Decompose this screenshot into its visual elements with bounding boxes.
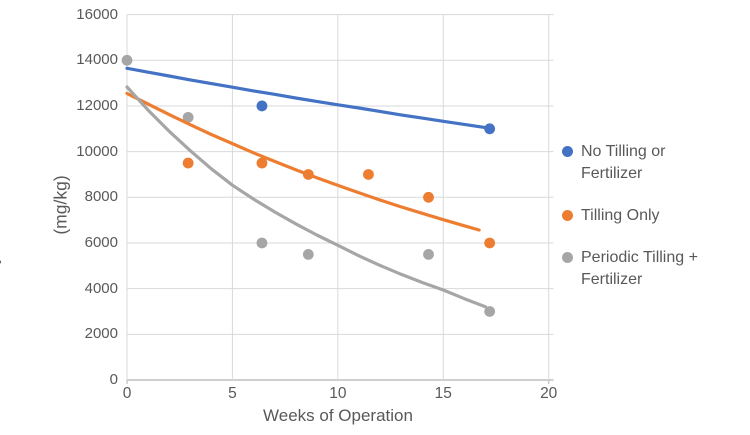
scatter-point-series-2 bbox=[484, 306, 496, 317]
legend-label: Tilling Only bbox=[581, 207, 660, 224]
scatter-point-series-1 bbox=[256, 157, 268, 169]
legend-item-no-tilling: No Tilling or Fertilizer bbox=[562, 141, 748, 185]
scatter-point-series-0 bbox=[256, 100, 268, 112]
scatter-point-series-2 bbox=[182, 111, 194, 123]
chart-legend: No Tilling or Fertilizer Tilling Only Pe… bbox=[562, 141, 748, 291]
scatter-point-series-1 bbox=[302, 169, 314, 180]
y-axis-title-line1: Petroleum Hydrocarbon Concentrations bbox=[0, 49, 4, 361]
trendline-series-2 bbox=[125, 85, 487, 309]
scatter-point-series-2 bbox=[302, 248, 314, 260]
y-tick-label: 12000 bbox=[76, 96, 118, 114]
x-axis-title: Weeks of Operation bbox=[263, 406, 413, 425]
scatter-point-series-2 bbox=[121, 54, 133, 66]
x-tick-label: 5 bbox=[228, 385, 237, 402]
scatter-point-series-2 bbox=[256, 237, 268, 249]
y-tick-label: 4000 bbox=[84, 279, 118, 297]
x-tick-label: 15 bbox=[434, 385, 452, 402]
legend-label: Periodic Tilling + Fertilizer bbox=[581, 249, 698, 288]
scatter-point-series-2 bbox=[423, 248, 434, 260]
y-tick-label: 2000 bbox=[84, 325, 118, 343]
legend-marker-icon bbox=[562, 210, 573, 221]
y-tick-label: 8000 bbox=[84, 188, 118, 206]
y-axis-title-line2: (mg/kg) bbox=[51, 175, 72, 235]
legend-label: No Tilling or Fertilizer bbox=[581, 143, 666, 182]
y-tick-label: 6000 bbox=[84, 233, 118, 251]
legend-item-periodic-tilling: Periodic Tilling + Fertilizer bbox=[562, 247, 748, 291]
scatter-point-series-0 bbox=[484, 123, 496, 135]
trendline-series-1 bbox=[125, 91, 481, 232]
y-tick-label: 10000 bbox=[76, 142, 118, 160]
y-tick-label: 16000 bbox=[76, 5, 118, 23]
x-tick-label: 0 bbox=[122, 385, 132, 402]
y-tick-label: 0 bbox=[109, 371, 118, 388]
scatter-point-series-1 bbox=[363, 169, 374, 180]
legend-marker-icon bbox=[562, 252, 573, 263]
x-tick-label: 10 bbox=[329, 385, 347, 402]
legend-marker-icon bbox=[562, 146, 573, 157]
scatter-point-series-1 bbox=[484, 237, 496, 249]
y-axis-title: Petroleum Hydrocarbon Concentrations (mg… bbox=[0, 49, 119, 361]
trendline-series-0 bbox=[125, 66, 492, 130]
scatter-point-series-1 bbox=[182, 157, 194, 169]
scatter-point-series-1 bbox=[423, 191, 434, 203]
y-tick-label: 14000 bbox=[76, 51, 118, 69]
legend-item-tilling-only: Tilling Only bbox=[562, 205, 748, 227]
x-tick-label: 20 bbox=[540, 385, 558, 402]
